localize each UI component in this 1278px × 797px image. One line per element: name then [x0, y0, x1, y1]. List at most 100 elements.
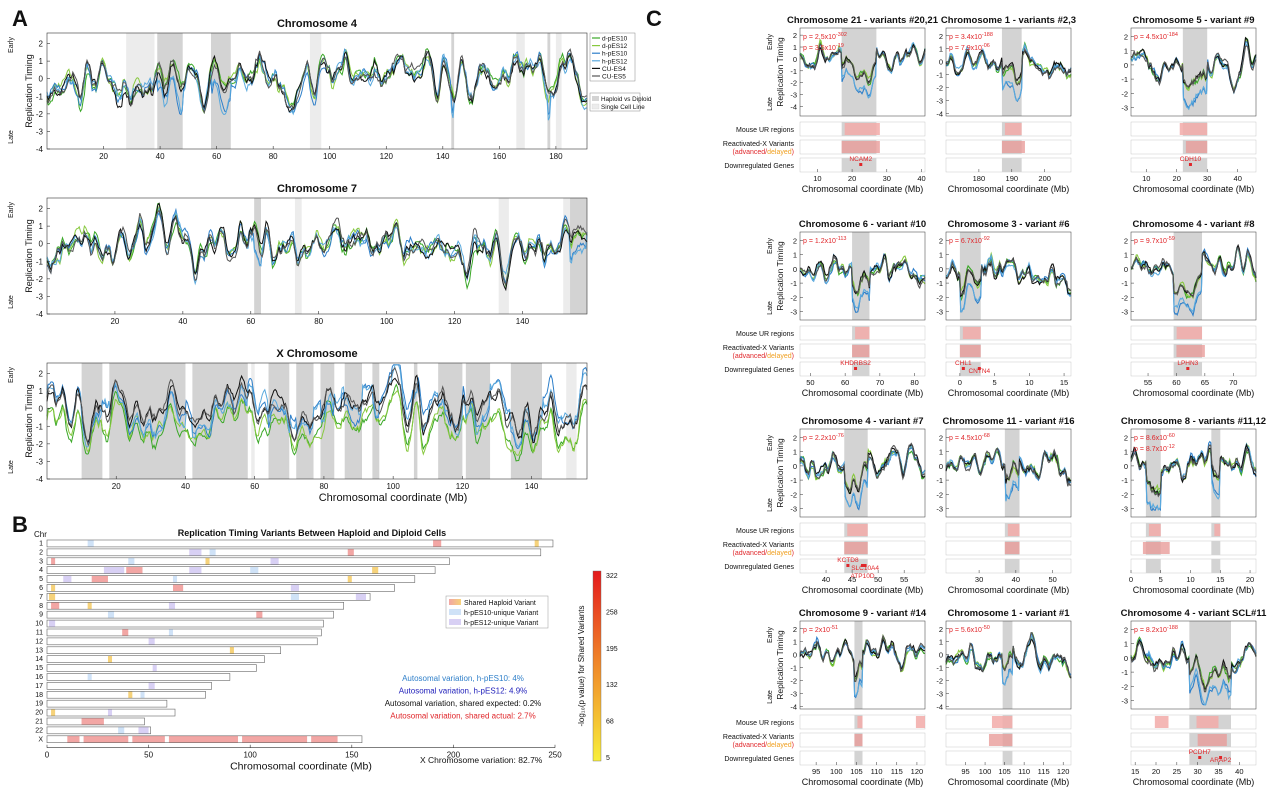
y-tick-label: -2 — [36, 110, 44, 119]
x-tick-label: 40 — [822, 575, 830, 584]
gene-marker — [1198, 756, 1202, 759]
x-tick-label: 15 — [1060, 378, 1068, 387]
p-value-label: p = 4.5x10-68 — [949, 433, 990, 442]
p-value-label: p = 2.2x10-76 — [803, 433, 844, 442]
y-tick-label: 1 — [939, 251, 943, 260]
x-tick-label: 80 — [319, 482, 328, 491]
gene-marker — [977, 367, 981, 370]
x-tick-label: 95 — [812, 767, 820, 776]
x-tick-label: 110 — [871, 767, 883, 776]
panel-c-plot-title: Chromosome 5 - variant #9 — [1133, 15, 1255, 26]
colorbar-tick-label: 195 — [606, 646, 618, 653]
haploid-vs-diploid-region — [1145, 559, 1161, 573]
plot-frame — [46, 32, 588, 150]
y-tick-label: -4 — [936, 702, 943, 711]
y-tick-label: 2 — [793, 625, 797, 634]
gene-marker — [859, 163, 863, 166]
y-axis-label: Replication Timing — [775, 630, 785, 700]
panel-c-x-axis-label: Chromosomal coordinate (Mb) — [802, 585, 924, 595]
y-tick-label: 0 — [1124, 61, 1128, 70]
haploid-vs-diploid-region — [1182, 158, 1208, 172]
chromosome-bar — [46, 682, 212, 690]
y-tick-label: -1 — [936, 664, 943, 673]
haploid-vs-diploid-region — [844, 559, 868, 573]
y-tick-label: 1 — [793, 638, 797, 647]
x-tick-label: 60 — [841, 378, 849, 387]
y-tick-label: 0 — [939, 265, 943, 274]
track-sublabel: (advanced/delayed) — [732, 742, 794, 749]
x-tick-label: 30 — [975, 575, 983, 584]
y-tick-label: -1 — [790, 67, 797, 76]
panel-c-x-axis-label: Chromosomal coordinate (Mb) — [1133, 777, 1255, 787]
early-label: Early — [8, 367, 15, 383]
track-sublabel: (advanced/delayed) — [732, 550, 794, 557]
gene-marker — [846, 564, 850, 567]
series-line-CU-ES5 — [945, 447, 1072, 487]
y-tick-label: 1 — [39, 387, 44, 396]
y-tick-label: -3 — [36, 457, 44, 466]
series-line-CU-ES5 — [1130, 45, 1257, 93]
plot-frame — [46, 197, 588, 315]
panel-a-plot-2: Chromosome 7 20 40 60 80 100 120 140 2 1 0 -1 -2 -3 -4… — [8, 183, 588, 326]
gene-marker — [863, 564, 867, 567]
gene-label: CHL1 — [955, 360, 972, 367]
x-tick-label: 120 — [911, 767, 924, 776]
haploid-vs-diploid-region — [1211, 559, 1221, 573]
h-pes10-unique-variant — [87, 673, 92, 681]
series-line-h-pES10 — [1130, 638, 1257, 706]
chromosome-label: 8 — [39, 603, 43, 610]
gene-marker — [1219, 756, 1223, 759]
y-tick-label: 1 — [939, 638, 943, 647]
y-tick-label: 2 — [793, 31, 797, 40]
h-pes12-unique-variant — [148, 637, 155, 645]
legend-label: CU-ES5 — [602, 74, 626, 81]
haploid-vs-diploid-region — [268, 363, 290, 479]
legend-swatch — [449, 619, 461, 625]
y-tick-label: -2 — [936, 677, 943, 686]
shared-variant — [168, 735, 239, 743]
h-pes12-unique-variant — [290, 584, 299, 592]
shared-variant — [67, 735, 80, 743]
chromosome-bar — [46, 717, 145, 726]
shared-variant — [172, 584, 184, 592]
chromosome-label: 6 — [39, 585, 43, 592]
series-line-h-pES12 — [945, 253, 1072, 313]
x-tick-label: 180 — [973, 174, 986, 183]
gene-label: ATP10D — [850, 573, 874, 580]
y-tick-label: 0 — [793, 651, 797, 660]
series-line-CU-ES5 — [799, 442, 926, 492]
panel-c-x-axis-label: Chromosomal coordinate (Mb) — [1133, 585, 1255, 595]
early-label: Early — [8, 202, 15, 218]
chromosome-label: 11 — [36, 630, 43, 637]
panel-c-plot-title: Chromosome 1 - variant #1 — [948, 608, 1071, 619]
chromosome-bar — [46, 575, 416, 583]
y-tick-label: -1 — [36, 422, 44, 431]
variation-stat: Autosomal variation, h-pES12: 4.9% — [399, 687, 528, 696]
h-pes10-unique-variant — [87, 540, 94, 547]
y-tick-label: -1 — [936, 279, 943, 288]
y-tick-label: -1 — [1121, 668, 1128, 677]
x-tick-label: 60 — [212, 152, 221, 161]
x-tick-label: 80 — [269, 152, 278, 161]
legend-label: h-pES12 — [602, 58, 628, 65]
chromosome-bar — [46, 673, 231, 681]
legend-label: d-pES12 — [602, 43, 628, 50]
chromosome-label: 21 — [35, 719, 43, 726]
legend-label: h-pES12-unique Variant — [464, 620, 538, 627]
mouse-ur-region — [1007, 524, 1020, 536]
reactivated-x-variant — [1185, 141, 1208, 153]
track-label-reactivated: Reactivated-X Variants — [723, 734, 795, 741]
x-chromosome-variation-text: X Chromosome variation: 82.7% — [420, 755, 543, 765]
y-tick-label: -1 — [36, 257, 44, 266]
panel-c-plot-title: Chromosome 1 - variants #2,3 — [941, 15, 1076, 26]
y-tick-label: 0 — [793, 55, 797, 64]
haploid-vs-diploid-region — [1145, 429, 1161, 517]
shared-variant — [122, 629, 129, 636]
panel-c-plot-title: Chromosome 3 - variant #6 — [948, 219, 1070, 230]
shared-variant — [433, 540, 442, 547]
x-tick-label: 20 — [112, 482, 121, 491]
y-tick-label: -2 — [936, 490, 943, 499]
chromosome-label: 16 — [35, 674, 43, 681]
haploid-vs-diploid-region — [1004, 559, 1020, 573]
chromosome-bar — [46, 735, 363, 743]
